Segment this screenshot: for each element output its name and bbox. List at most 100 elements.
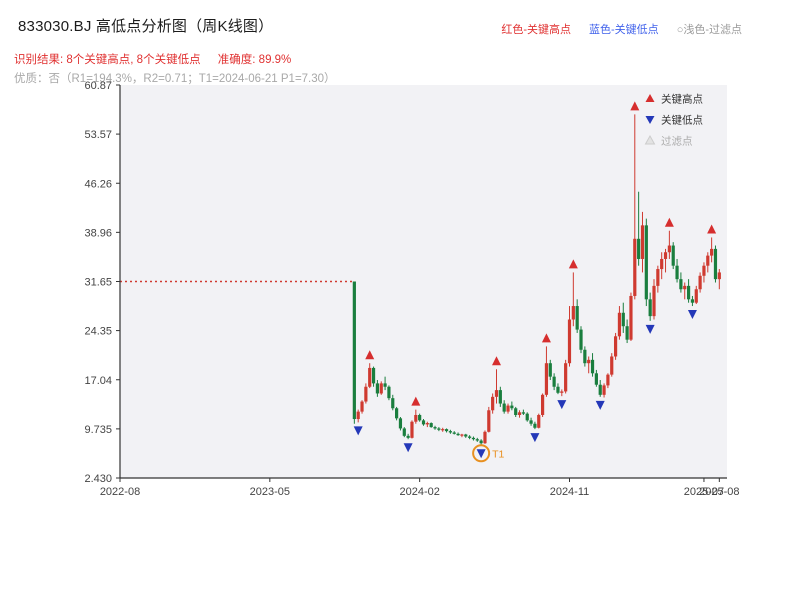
candle-body	[621, 312, 625, 327]
color-key: 红色-关键高点 蓝色-关键低点 ○浅色-过滤点	[501, 21, 742, 37]
candle-body	[694, 289, 698, 303]
candle-body	[560, 391, 564, 393]
candle-body	[514, 408, 518, 415]
candle-body	[652, 285, 656, 317]
candle-body	[471, 437, 476, 440]
legend-label: 关键低点	[661, 114, 703, 127]
candle-body	[368, 367, 372, 387]
y-tick-label: 31.65	[84, 277, 112, 289]
candle-body	[418, 414, 422, 421]
candle-body	[402, 428, 406, 436]
color-key-filtered: ○浅色-过滤点	[676, 24, 742, 36]
key-high-marker	[491, 356, 501, 366]
candle-body	[648, 299, 652, 317]
key-low-marker	[687, 310, 697, 320]
recognition-result: 识别结果: 8个关键高点, 8个关键低点 准确度: 89.9%	[14, 51, 291, 67]
candle-body	[494, 390, 499, 397]
candle-body	[663, 252, 668, 259]
candle-body	[356, 411, 360, 420]
y-tick-label: 46.26	[84, 178, 112, 190]
accuracy-text: 准确度: 89.9%	[217, 54, 292, 66]
candle-body	[583, 349, 587, 364]
candle-body	[717, 272, 721, 280]
quality-line: 优质：否（R1=194.3%，R2=0.71；T1=2024-06-21 P1=…	[14, 73, 336, 85]
candle-body	[371, 367, 376, 384]
candle-body	[414, 414, 418, 422]
key-low-marker	[403, 443, 413, 453]
candle-body	[567, 319, 572, 364]
candle-body	[475, 439, 479, 441]
candle-body	[671, 245, 675, 266]
candle-body	[594, 373, 598, 385]
candle-body	[537, 414, 541, 428]
y-tick-label: 24.35	[84, 326, 112, 338]
candle-body	[421, 420, 426, 425]
candle-body	[437, 428, 441, 430]
x-tick-label: 2022-08	[100, 486, 140, 498]
candle-body	[533, 423, 537, 428]
candle-body	[452, 432, 456, 434]
candle-body	[629, 295, 633, 340]
key-low-marker	[353, 426, 363, 436]
candle-body	[610, 356, 614, 375]
candle-body	[410, 421, 414, 438]
candle-body	[587, 359, 591, 364]
candle-body	[552, 376, 556, 387]
candle-body	[479, 440, 483, 444]
candle-body	[617, 312, 622, 337]
candle-body	[398, 418, 403, 429]
candle-body	[702, 265, 706, 276]
candle-body	[579, 329, 583, 350]
candle-body	[406, 435, 410, 438]
key-low-marker	[557, 400, 567, 410]
candle-body	[383, 383, 387, 387]
key-high-marker	[630, 101, 640, 111]
y-tick-label: 2.430	[84, 473, 112, 485]
recognition-result-text: 识别结果: 8个关键高点, 8个关键低点	[14, 54, 201, 66]
candle-body	[379, 383, 383, 394]
y-tick-label: 53.57	[84, 129, 112, 141]
candle-body	[625, 326, 629, 340]
y-tick-label: 17.04	[84, 375, 112, 387]
candle-body	[517, 412, 522, 415]
candle-body	[713, 248, 718, 280]
legend-marker-key-low	[645, 116, 655, 124]
key-low-marker	[530, 433, 540, 443]
t1-circle	[472, 444, 491, 463]
legend-marker-filtered	[644, 134, 656, 145]
candle-body	[498, 390, 502, 404]
legend-marker-key-high	[645, 94, 655, 102]
candle-body	[633, 238, 637, 296]
candle-body	[606, 374, 610, 386]
candle-body	[690, 299, 695, 303]
x-tick-label: 2025-07	[684, 486, 724, 498]
candle-body	[640, 225, 645, 259]
candle-body	[590, 359, 595, 374]
candle-body	[425, 423, 429, 425]
candle-body	[575, 306, 579, 330]
key-low-marker	[595, 400, 605, 410]
candle-body	[675, 265, 679, 280]
legend-label: 过滤点	[661, 135, 693, 148]
candle-body	[602, 385, 606, 395]
candle-body	[360, 401, 364, 412]
candle-body	[491, 396, 495, 411]
candle-body	[540, 394, 545, 415]
candle-body	[375, 383, 379, 394]
candle-body	[468, 436, 472, 438]
page-title: 833030.BJ 高低点分析图（周K线图）	[18, 18, 274, 35]
key-high-marker	[411, 396, 421, 406]
candle-body	[644, 225, 648, 300]
candle-body	[710, 248, 714, 256]
candle-body	[521, 412, 525, 414]
candle-body	[529, 420, 533, 424]
candle-body	[571, 306, 575, 320]
key-high-marker	[365, 350, 375, 360]
candle-body	[598, 384, 602, 395]
candle-body	[364, 386, 368, 402]
candle-body	[391, 398, 395, 409]
key-high-marker	[568, 259, 578, 269]
candle-body	[706, 255, 710, 266]
candle-body	[667, 245, 671, 253]
